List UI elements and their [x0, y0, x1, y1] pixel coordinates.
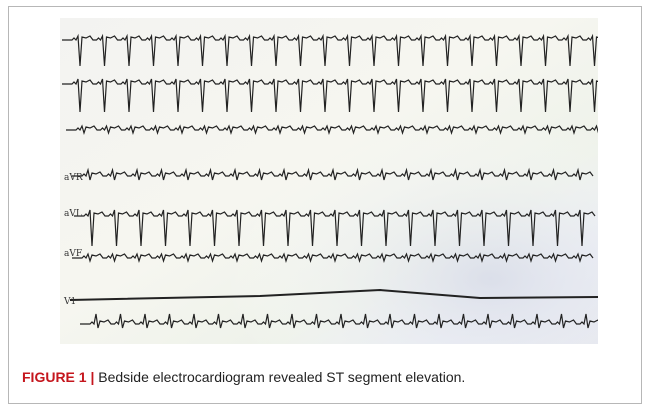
lead-label: aVR: [64, 173, 83, 183]
lead-label: aVF: [64, 249, 82, 259]
lead-label: V1: [63, 297, 76, 307]
caption-text: Bedside electrocardiogram revealed ST se…: [98, 369, 465, 385]
ecg-photo: aVR aVL aVF V1: [60, 18, 598, 344]
photo-tint: [60, 18, 598, 344]
lead-label: aVL: [64, 209, 82, 219]
caption-label: FIGURE 1 |: [22, 369, 94, 385]
caption: FIGURE 1 | Bedside electrocardiogram rev…: [22, 369, 465, 385]
page: aVR aVL aVF V1 FIGURE 1 | Bedside electr…: [0, 0, 652, 412]
